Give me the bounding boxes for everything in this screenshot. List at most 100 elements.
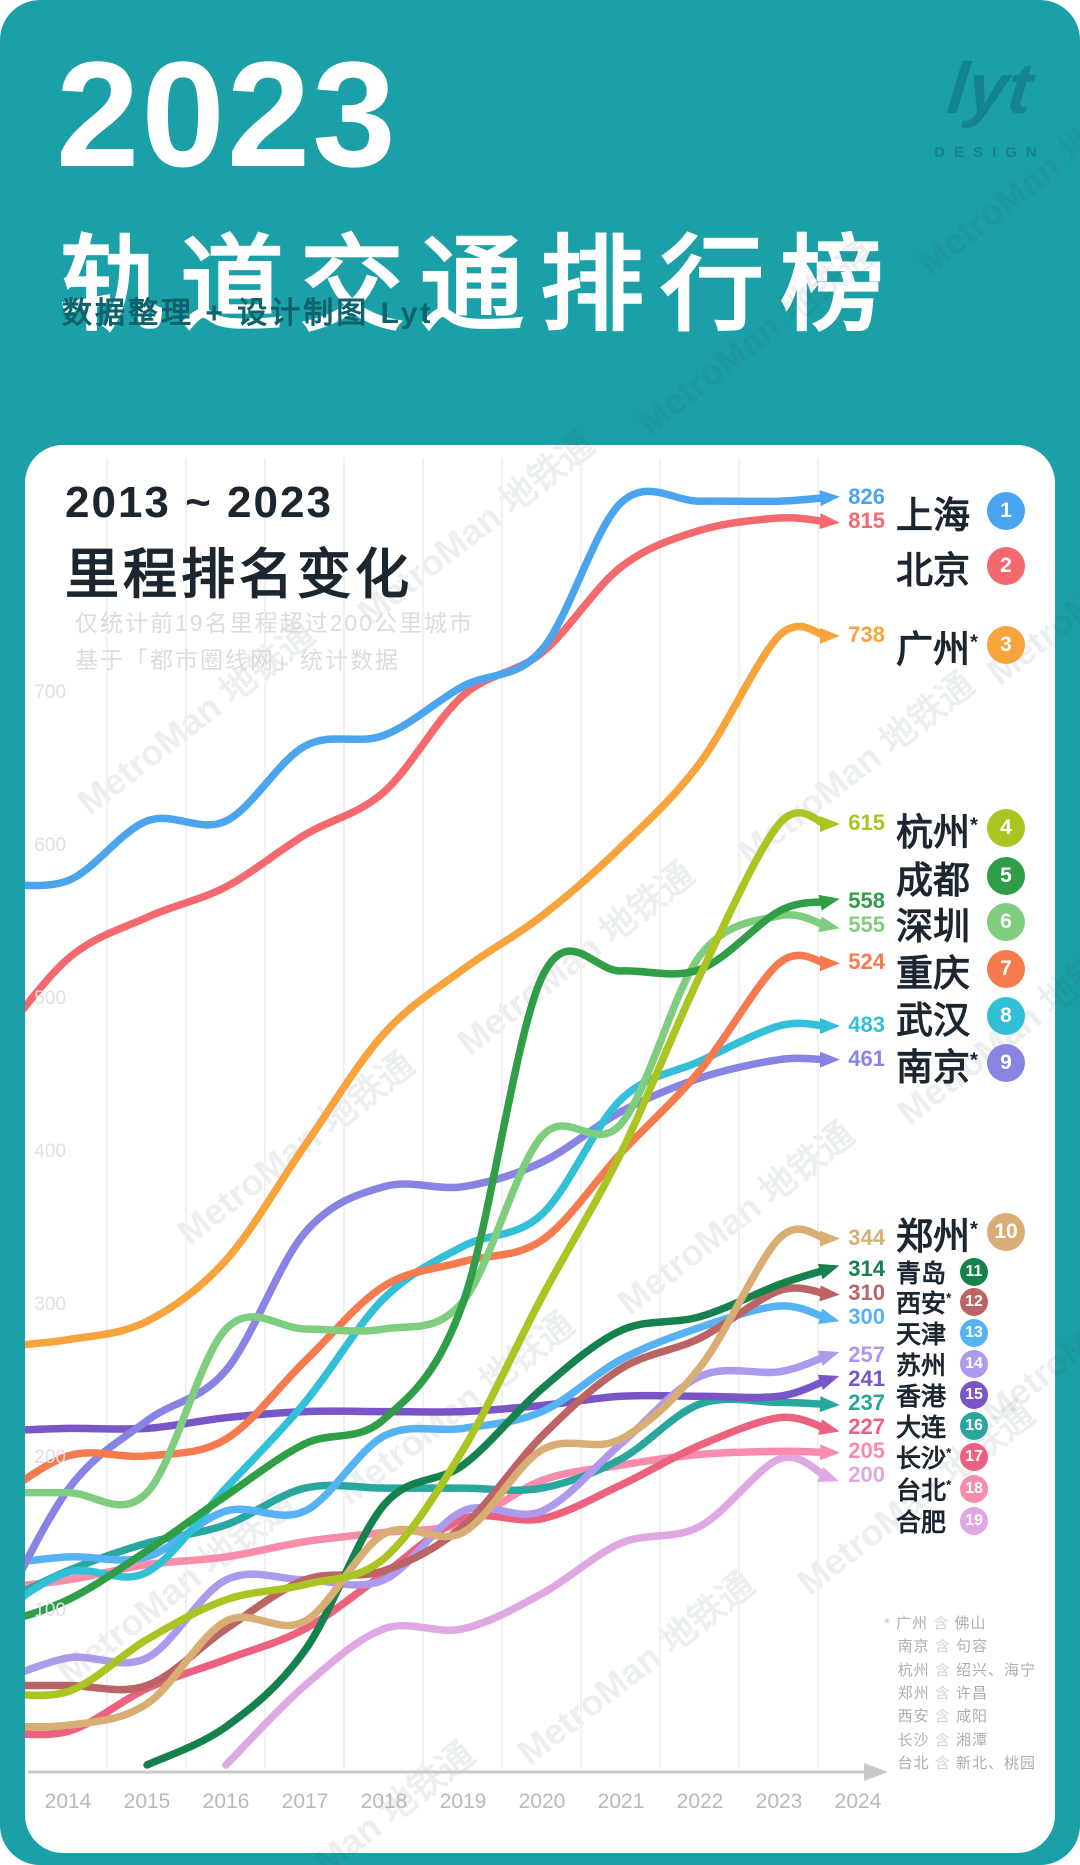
footnote-line: 台北 含 新北、桃园 [884,1752,1036,1773]
footnote-city: 郑州 [897,1684,935,1702]
city-label-广州: 广州* [896,629,978,670]
value-label-台北: 205 [848,1438,885,1464]
arrowhead-南京 [820,1051,840,1068]
footnote-line: 郑州 含 许昌 [884,1682,988,1703]
value-label-青岛: 314 [848,1255,885,1281]
rank-badge-10: 10 [987,1213,1025,1251]
x-tick-label: 2015 [123,1790,171,1813]
footnote-city: 长沙 [897,1731,935,1749]
x-tick-label: 2020 [518,1790,566,1813]
footnote-extra: 佛山 [954,1615,987,1632]
rank-badge-9: 9 [987,1044,1025,1082]
arrowhead-香港 [817,1374,840,1390]
rank-badge-8: 8 [987,997,1025,1035]
footnote-city: 杭州 [897,1661,935,1679]
footnote-line: 长沙 含 湘潭 [884,1729,988,1750]
value-label-北京: 815 [848,507,885,533]
footnote-extra: 许昌 [956,1684,989,1702]
rank-badge-1: 1 [987,492,1025,530]
rank-badge-6: 6 [987,903,1025,941]
line-成都 [25,897,830,1632]
footnote-line: * 广州 含 佛山 [884,1612,986,1633]
value-label-上海: 826 [848,483,885,509]
line-大连 [25,1395,830,1613]
y-tick-label: 300 [34,1294,66,1315]
rank-badge-2: 2 [987,547,1025,585]
value-label-武汉: 483 [848,1012,885,1037]
asterisk: * [970,631,978,654]
value-label-苏州: 257 [848,1342,885,1368]
city-label-杭州: 杭州* [896,812,978,853]
city-label-西安: 西安* [896,1290,952,1318]
footnote-line: 杭州 含 绍兴、海宁 [884,1659,1036,1680]
rank-badge-17: 17 [960,1443,988,1471]
footnote-star [884,1708,898,1725]
rank-badge-3: 3 [987,626,1025,664]
city-label-长沙: 长沙* [896,1445,952,1473]
footnote-conj: 含 [934,1754,957,1772]
city-label-郑州: 郑州* [896,1216,978,1257]
city-label-台北: 台北* [896,1477,952,1505]
arrowhead-广州 [820,627,840,644]
rank-badge-14: 14 [960,1350,988,1378]
footnote-conj: 含 [934,1731,957,1749]
line-青岛 [143,1266,830,1769]
value-label-南京: 461 [848,1045,885,1071]
value-label-西安: 310 [848,1279,885,1305]
line-广州 [25,622,830,1352]
x-tick-label: 2024 [834,1790,882,1813]
footnote-line: 南京 含 句容 [884,1635,988,1656]
line-台北 [25,1447,830,1593]
city-label-深圳: 深圳 [896,906,970,947]
x-axis-arrow [864,1763,888,1781]
city-label-大连: 大连 [896,1414,947,1442]
rank-badge-18: 18 [960,1475,988,1503]
y-tick-label: 400 [34,1141,66,1162]
arrowhead-合肥 [817,1466,840,1482]
arrowhead-成都 [818,894,840,911]
x-tick-label: 2021 [597,1790,645,1813]
header-subtitle: 数据整理 + 设计制图 Lyt [62,297,434,330]
footnote-extra: 新北、桃园 [956,1754,1037,1772]
footnote-conj: 含 [933,1615,955,1632]
value-label-深圳: 555 [848,911,885,937]
arrowhead-天津 [818,1308,840,1325]
header-year: 2023 [56,30,398,198]
city-label-武汉: 武汉 [896,1000,970,1041]
asterisk: * [970,814,978,837]
footnote-conj: 含 [934,1708,957,1726]
arrowhead-台北 [819,1444,840,1461]
city-label-上海: 上海 [896,495,970,536]
city-label-青岛: 青岛 [896,1260,947,1288]
arrowhead-郑州 [820,1230,840,1247]
value-label-郑州: 344 [848,1224,885,1250]
line-西安 [25,1284,830,1694]
city-label-南京: 南京* [896,1047,978,1088]
arrowhead-重庆 [820,955,840,972]
line-天津 [25,1302,830,1570]
rank-badge-4: 4 [987,809,1025,847]
value-label-天津: 300 [848,1303,885,1329]
value-label-大连: 237 [848,1390,885,1416]
city-label-香港: 香港 [896,1383,947,1411]
value-label-杭州: 615 [848,810,885,836]
arrowhead-深圳 [818,916,840,933]
x-tick-label: 2022 [676,1790,724,1813]
footnote-star [884,1638,898,1655]
footnote-extra: 咸阳 [956,1708,989,1726]
rank-badge-19: 19 [960,1507,988,1535]
chart-note: 仅统计前19名里程超过200公里城市 [75,610,474,636]
line-南京 [25,1054,830,1639]
footnote-extra: 绍兴、海宁 [956,1661,1037,1679]
x-tick-label: 2019 [439,1790,487,1813]
city-label-苏州: 苏州 [896,1352,947,1380]
line-合肥 [222,1453,830,1769]
rank-badge-7: 7 [987,950,1025,988]
y-tick-label: 500 [34,988,66,1009]
arrowhead-上海 [819,490,840,507]
value-label-长沙: 227 [848,1414,885,1440]
header-title: 轨道交通排行榜 [60,228,901,344]
arrowhead-大连 [819,1396,840,1413]
arrowhead-西安 [819,1285,840,1302]
arrowhead-苏州 [817,1350,840,1366]
